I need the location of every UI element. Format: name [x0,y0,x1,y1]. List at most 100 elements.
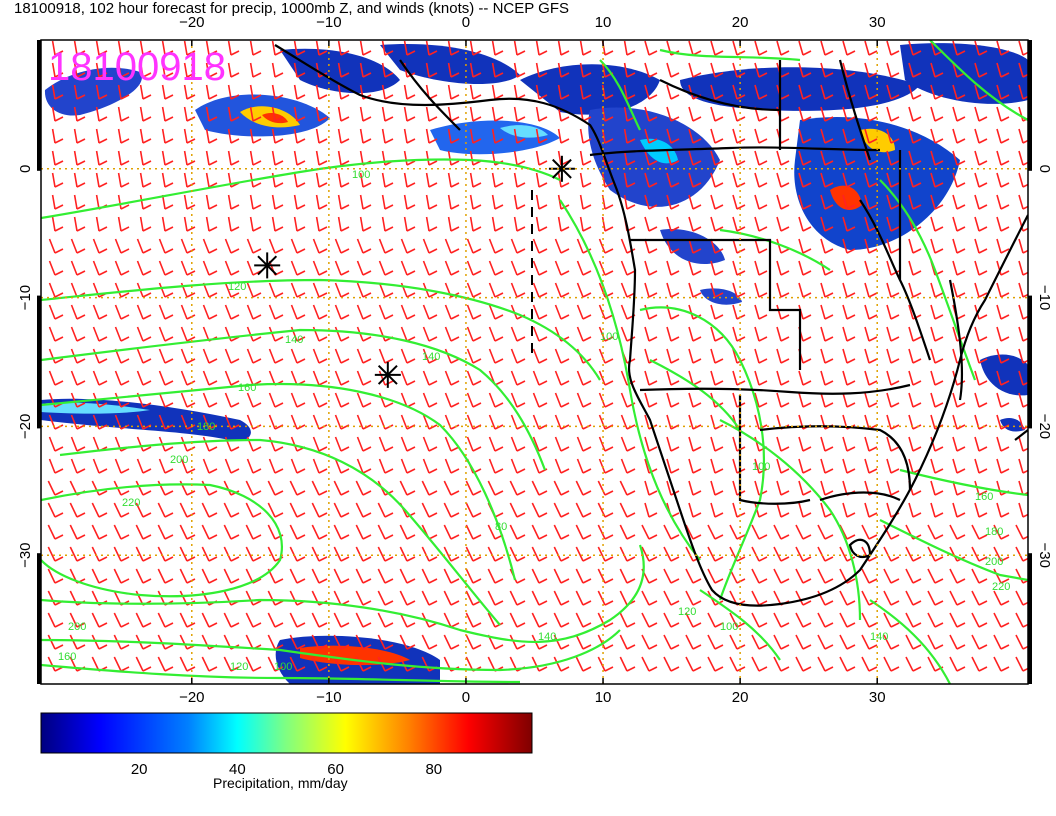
contour-labels: 100 120 140 160 180 200 220 200 160 140 … [58,169,1010,673]
wind-barb [334,238,350,254]
wind-barb [974,392,988,408]
wind-barb [113,546,130,562]
wind-barb [996,172,1010,188]
wind-barb [378,370,394,386]
wind-barb [575,568,592,584]
lat-label-right: −20 [1036,414,1053,439]
wind-barb [224,348,240,364]
wind-barb [1015,656,1028,672]
wind-barb [312,304,328,320]
wind-barb [598,348,614,364]
wind-barb [930,238,944,254]
wind-barb [355,634,372,650]
wind-barb [114,304,130,320]
wind-barb [579,172,592,188]
wind-barb [48,370,64,386]
wind-barb [930,502,944,518]
wind-barb [623,128,636,144]
wind-barb [466,392,482,408]
wind-barb [201,568,218,584]
wind-barb [510,238,526,254]
wind-barb [1018,150,1028,166]
wind-barb [47,634,64,650]
contour-label: 160 [975,491,993,503]
wind-barb [707,656,724,672]
wind-barb [576,392,592,408]
wind-barb [377,568,394,584]
wind-barb [905,612,922,628]
wind-barb [861,568,878,584]
wind-barb [666,106,680,122]
wind-barb [334,370,350,386]
wind-barb [513,150,526,166]
wind-barb [47,480,64,496]
lat-label-left: 0 [17,165,34,173]
wind-barb [447,106,460,122]
wind-barb [553,656,570,672]
wind-barb [227,216,240,232]
wind-barb [620,392,636,408]
wind-barb [488,260,504,276]
wind-barb [425,216,438,232]
wind-barb [776,216,790,232]
wind-barb [554,304,570,320]
wind-barb [685,634,702,650]
wind-barb [886,128,900,144]
wind-barb [773,612,790,628]
wind-barb [644,128,658,144]
wind-barb [996,40,1010,56]
wind-barb [754,260,768,276]
wind-barb [513,194,526,210]
wind-barb [644,436,658,452]
wind-barb [381,128,394,144]
wind-barb [707,524,724,540]
wind-barb [447,84,460,100]
wind-barb [205,150,218,166]
wind-barb [644,282,658,298]
wind-barb [576,238,592,254]
wind-barb [315,84,328,100]
wind-barb [513,172,526,188]
wind-barb [91,480,108,496]
wind-barb [403,128,416,144]
wind-barb [688,172,702,188]
wind-barb [205,40,218,56]
wind-barb [820,282,834,298]
wind-barb [158,238,174,254]
wind-barb [205,194,218,210]
wind-barb [73,194,86,210]
wind-barb [952,238,966,254]
wind-barb [465,568,482,584]
wind-barb [488,238,504,254]
wind-barb [47,524,64,540]
wind-barb [466,282,482,298]
wind-barb [710,106,724,122]
wind-barb [443,634,460,650]
wind-barb [532,282,548,298]
contour-label: 140 [870,631,888,643]
wind-barb [710,194,724,210]
wind-barb [466,370,482,386]
wind-barb [996,370,1010,386]
wind-barb [95,62,108,78]
wind-barb [842,502,856,518]
wind-barb [908,128,922,144]
wind-barb [205,216,218,232]
wind-barb [732,40,746,56]
wind-barb [579,84,592,100]
wind-barb [597,590,614,606]
wind-barb [751,524,768,540]
wind-barb [491,216,504,232]
wind-barb [1018,238,1028,254]
wind-barb [754,62,768,78]
wind-barb [751,656,768,672]
wind-barb [355,612,372,628]
wind-barb [776,392,790,408]
wind-barb [707,612,724,628]
wind-barb [820,216,834,232]
wind-barb [135,656,152,672]
wind-barb [732,238,746,254]
wind-barb [465,502,482,518]
wind-barb [224,392,240,408]
wind-barb [532,436,548,452]
